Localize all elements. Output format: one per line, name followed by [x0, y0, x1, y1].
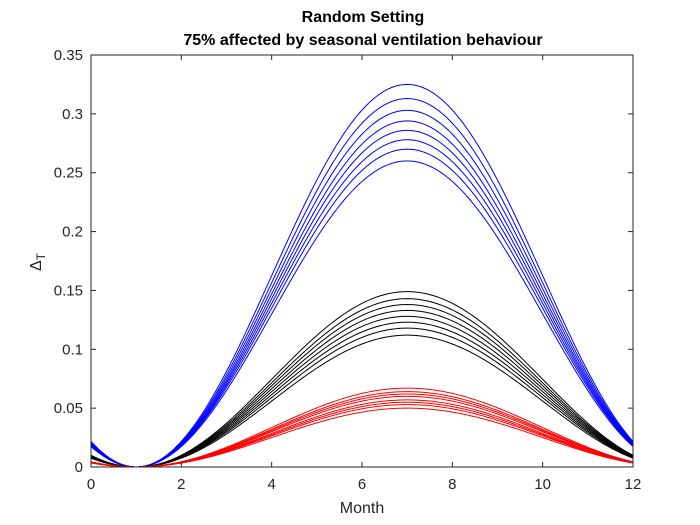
- series-lines: [90, 83, 634, 468]
- y-tick-label: 0.3: [62, 106, 83, 123]
- y-tick-label: 0.05: [54, 400, 83, 417]
- series-line-0-7: [90, 83, 634, 468]
- series-line-2-7: [90, 387, 634, 468]
- chart-title: Random Setting: [302, 9, 425, 26]
- y-tick-label: 0.25: [54, 165, 83, 182]
- x-tick-label: 12: [625, 476, 642, 493]
- y-tick-label: 0.1: [62, 341, 83, 358]
- y-axis-label-subscript: T: [34, 252, 48, 260]
- series-line-0-0: [90, 160, 634, 468]
- x-tick-label: 8: [448, 476, 456, 493]
- y-axis: 0 0.05 0.1 0.15 0.2 0.25 0.3 0.35: [54, 47, 633, 476]
- y-tick-label: 0.2: [62, 224, 83, 241]
- y-tick-label: 0.15: [54, 282, 83, 299]
- chart-subtitle: 75% affected by seasonal ventilation beh…: [183, 32, 542, 49]
- series-line-0-5: [90, 109, 634, 468]
- y-axis-label-main: Δ: [28, 260, 45, 271]
- series-line-0-4: [90, 120, 634, 468]
- x-tick-label: 10: [534, 476, 551, 493]
- series-line-1-5: [90, 304, 634, 468]
- x-tick-label: 0: [87, 476, 95, 493]
- x-tick-label: 4: [267, 476, 275, 493]
- y-axis-label: ΔT: [28, 252, 48, 271]
- series-line-2-6: [90, 391, 634, 468]
- x-axis-label: Month: [340, 500, 384, 517]
- series-line-1-7: [90, 291, 634, 468]
- y-tick-label: 0.35: [54, 47, 83, 64]
- x-axis: 0 2 4 6 8 10 12: [87, 55, 642, 493]
- series-line-0-6: [90, 98, 634, 468]
- x-tick-label: 2: [177, 476, 185, 493]
- x-tick-label: 6: [358, 476, 366, 493]
- y-tick-label: 0: [75, 459, 83, 476]
